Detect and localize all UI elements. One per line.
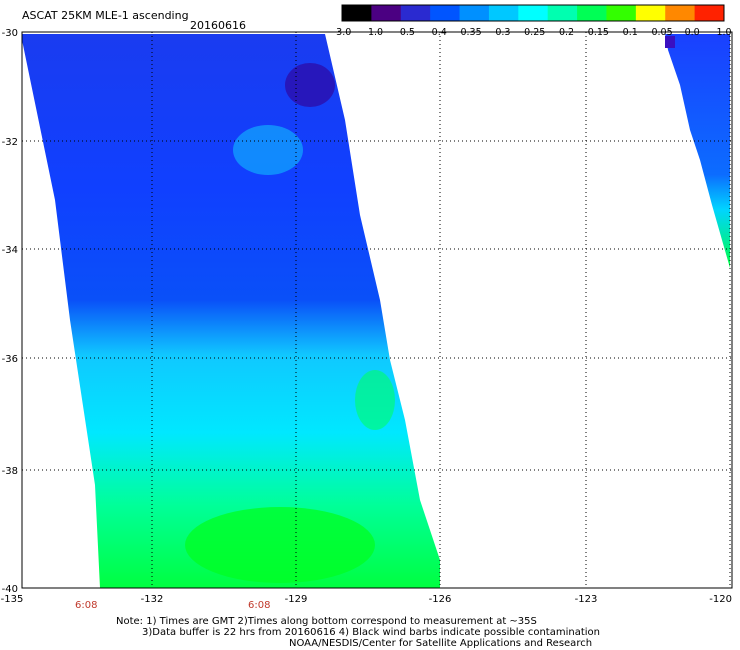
lat-label: -32 <box>2 137 18 148</box>
colorbar-label: -0.5 <box>396 27 415 38</box>
colorbar-label: -1.0 <box>365 27 384 38</box>
colorbar-segment <box>577 5 607 21</box>
colorbar-segment <box>547 5 578 21</box>
colorbar-label: -0.3 <box>492 27 511 38</box>
green-patch-1 <box>185 507 375 583</box>
map-date: 20160616 <box>190 19 246 32</box>
colorbar-label: -0.05 <box>648 27 673 38</box>
note-line-3: NOAA/NESDIS/Center for Satellite Applica… <box>289 638 593 649</box>
note-line-1: Note: 1) Times are GMT 2)Times along bot… <box>116 616 537 627</box>
colorbar-label: -3.0 <box>333 27 352 38</box>
colorbar-segment <box>665 5 696 21</box>
map-title: ASCAT 25KM MLE-1 ascending <box>22 9 189 22</box>
swath-left <box>22 34 440 588</box>
note-line-2: 3)Data buffer is 22 hrs from 20160616 4)… <box>142 627 600 638</box>
lon-label: -120 <box>709 594 732 605</box>
colorbar-segment <box>694 5 725 21</box>
time-label-2: 6:08 <box>248 600 271 611</box>
colorbar-segment <box>430 5 461 21</box>
colorbar-label: -0.2 <box>556 27 575 38</box>
colorbar-label: -0.35 <box>457 27 482 38</box>
colorbar-segment <box>371 5 402 21</box>
swath-right <box>665 34 730 268</box>
colorbar-label: 0.0 <box>685 27 700 38</box>
lon-label: -129 <box>285 594 308 605</box>
colorbar-segment <box>459 5 490 21</box>
colorbar-label: 1.0 <box>716 27 731 38</box>
colorbar-segment <box>518 5 549 21</box>
green-patch-2 <box>355 370 395 430</box>
colorbar-segment <box>400 5 431 21</box>
lon-label: -126 <box>429 594 452 605</box>
colorbar-label: -0.25 <box>521 27 546 38</box>
time-label-1: 6:08 <box>75 600 98 611</box>
colorbar-segment <box>342 5 372 21</box>
lat-label: -40 <box>2 584 18 595</box>
lon-label: -132 <box>141 594 164 605</box>
lon-label: -135 <box>1 594 24 605</box>
colorbar-frame <box>341 4 725 22</box>
lat-label: -34 <box>2 245 18 256</box>
low-value-patch <box>285 63 335 107</box>
lat-label: -36 <box>2 354 18 365</box>
colorbar-label: -0.1 <box>619 27 638 38</box>
colorbar-label: -0.4 <box>428 27 447 38</box>
lat-label: -30 <box>2 28 18 39</box>
lat-label: -38 <box>2 466 18 477</box>
colorbar-segment <box>606 5 637 21</box>
light-patch <box>233 125 303 175</box>
colorbar-segment <box>635 5 666 21</box>
colorbar-segment <box>488 5 519 21</box>
swath-right-purple <box>665 36 675 48</box>
lon-label: -123 <box>575 594 598 605</box>
colorbar-label: -0.15 <box>584 27 609 38</box>
